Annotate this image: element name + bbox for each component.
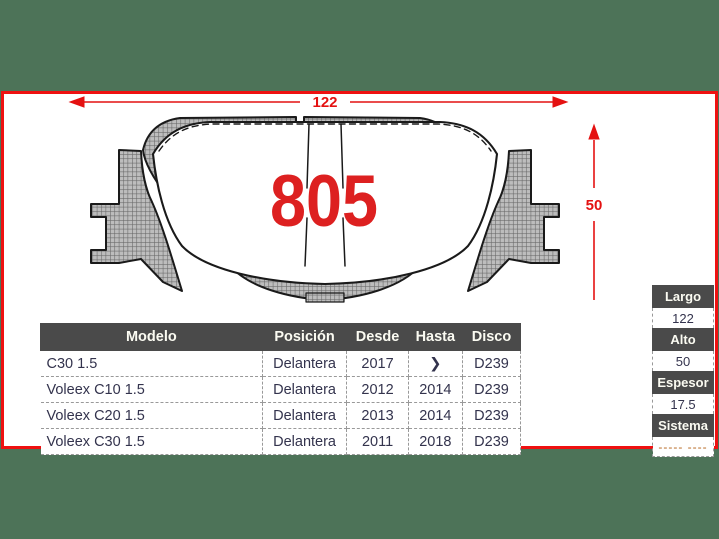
- svg-text:50: 50: [586, 197, 603, 214]
- svg-text:805: 805: [270, 161, 378, 242]
- svg-text:122: 122: [312, 94, 337, 111]
